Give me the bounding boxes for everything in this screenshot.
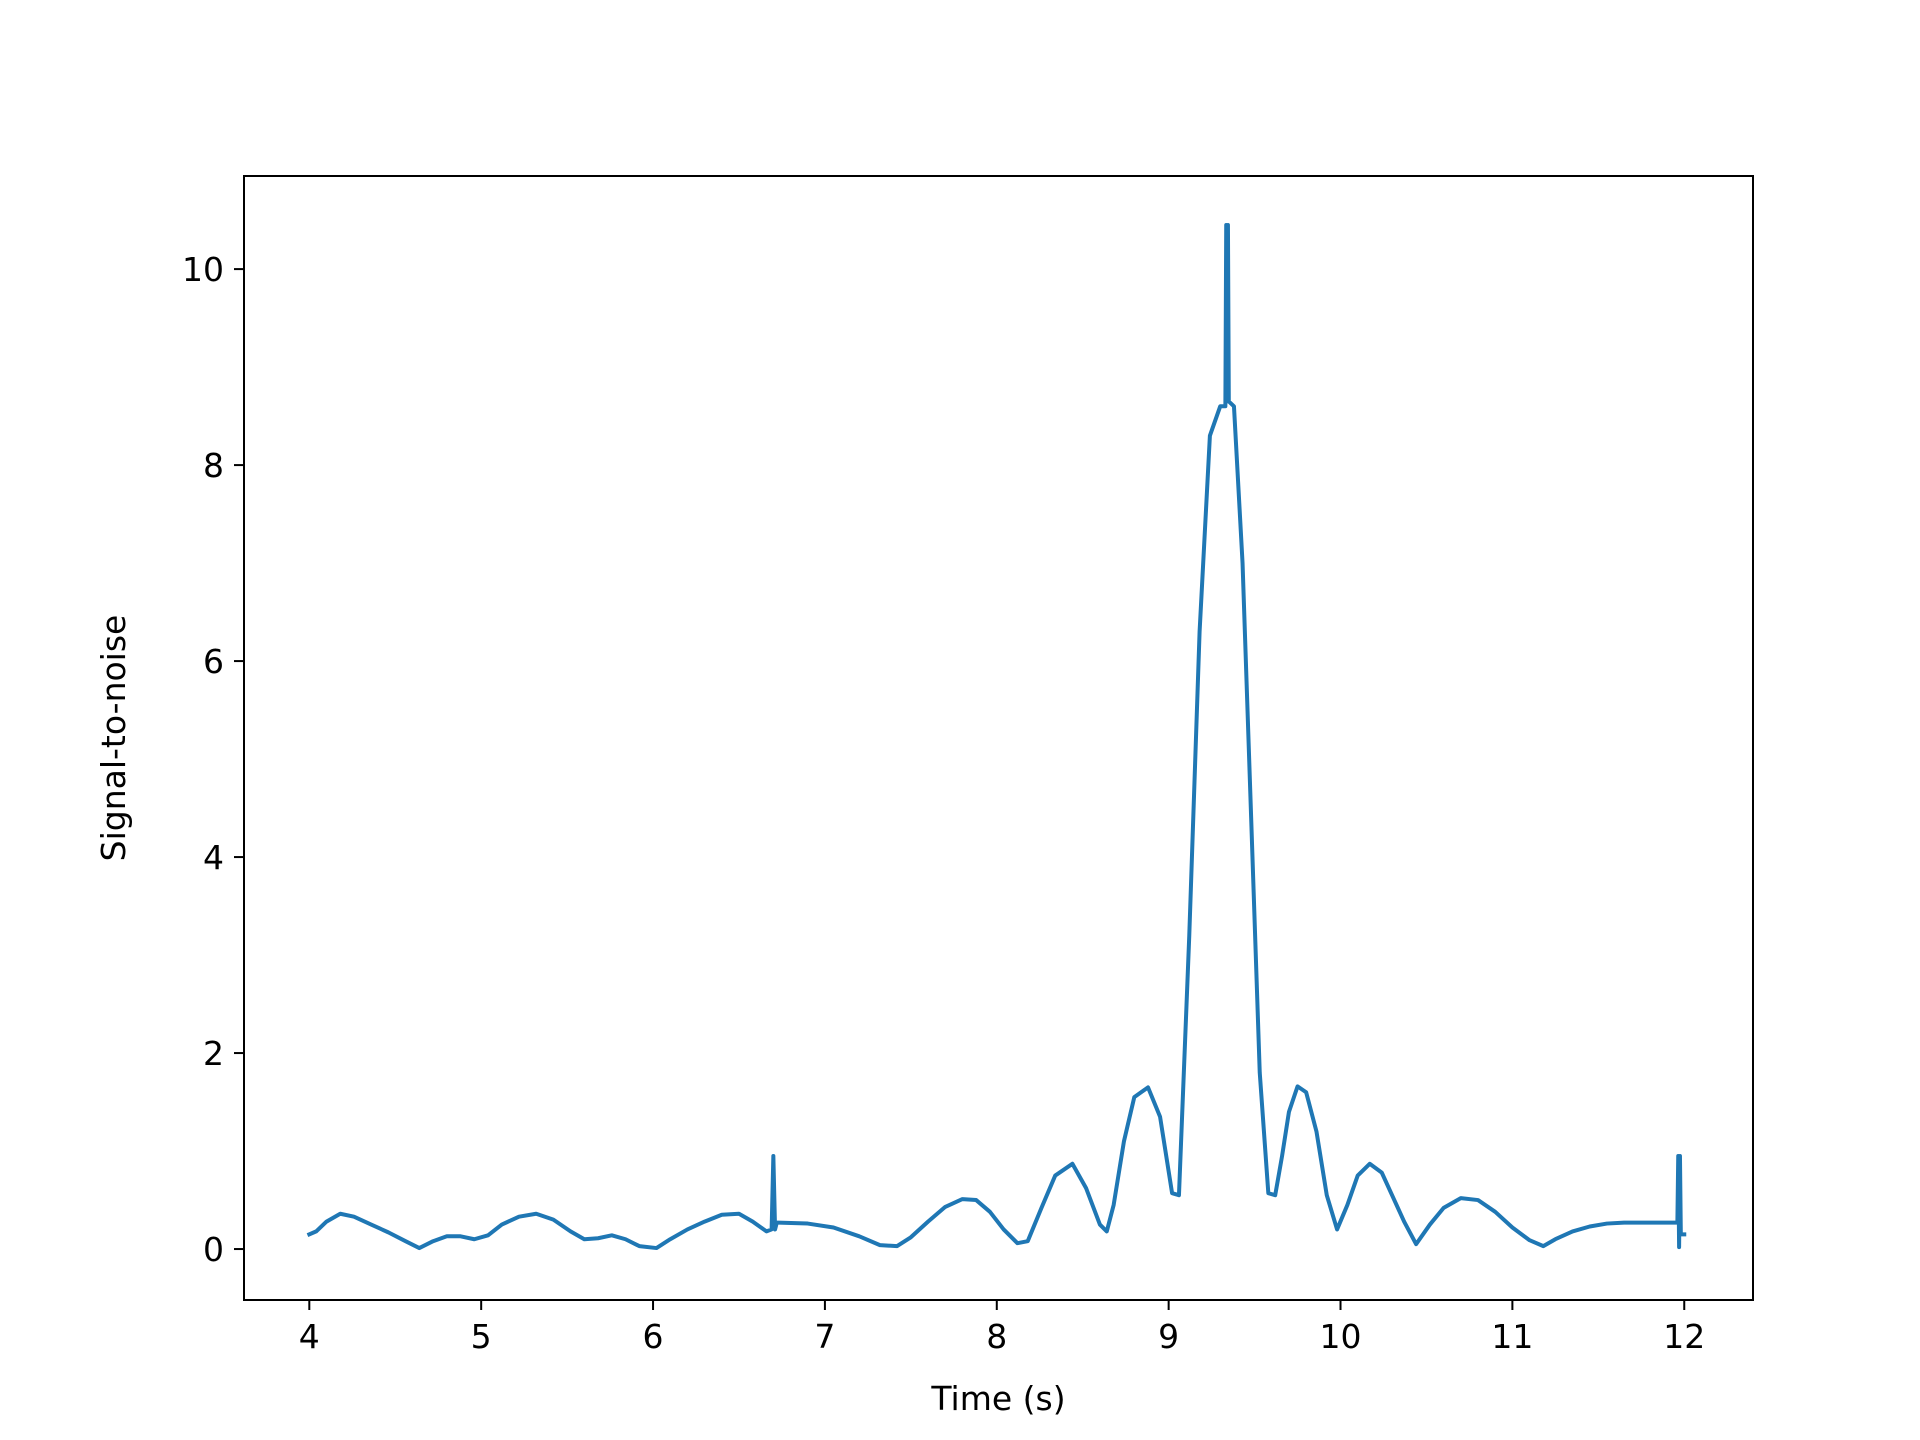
- x-tick-label: 10: [1320, 1317, 1362, 1356]
- plot-area: [306, 223, 1687, 1251]
- x-tick-label: 8: [986, 1317, 1007, 1356]
- x-tick-label: 9: [1158, 1317, 1179, 1356]
- y-tick-label: 10: [182, 250, 224, 289]
- x-tick-label: 5: [471, 1317, 492, 1356]
- x-tick-label: 7: [814, 1317, 835, 1356]
- y-tick-label: 6: [203, 642, 224, 681]
- y-tick-label: 8: [203, 446, 224, 485]
- y-tick-label: 4: [203, 838, 224, 877]
- y-axis-label: Signal-to-noise: [94, 615, 133, 862]
- x-tick-label: 4: [299, 1317, 320, 1356]
- y-axis-ticks: 0 2 4 6 8 10: [182, 250, 244, 1269]
- series-line-0: [306, 223, 1687, 1251]
- x-tick-label: 12: [1663, 1317, 1705, 1356]
- y-tick-label: 2: [203, 1034, 224, 1073]
- axes-frame: [243, 175, 1754, 1301]
- y-tick-label: 0: [203, 1230, 224, 1269]
- x-axis-label: Time (s): [930, 1379, 1065, 1418]
- x-axis-ticks: 4 5 6 7 8 9 10 11 12: [299, 1300, 1705, 1356]
- x-tick-label: 11: [1491, 1317, 1533, 1356]
- x-tick-label: 6: [643, 1317, 664, 1356]
